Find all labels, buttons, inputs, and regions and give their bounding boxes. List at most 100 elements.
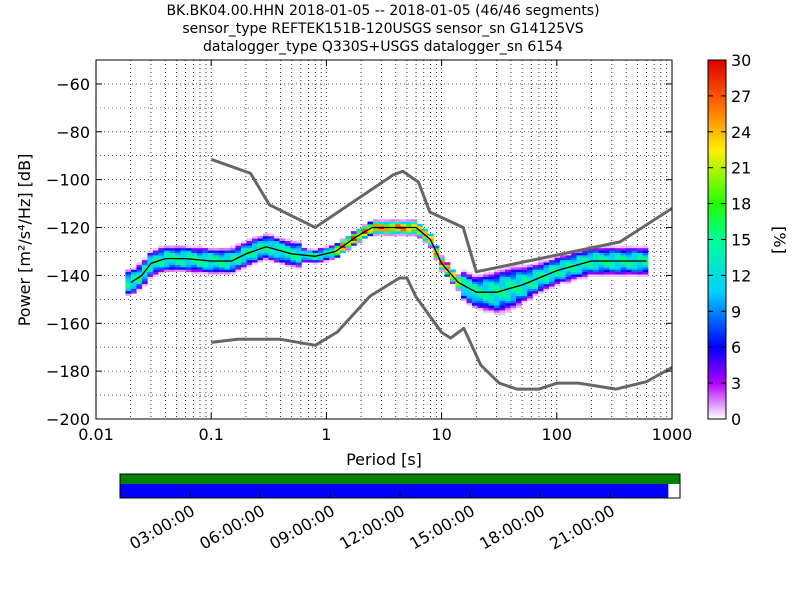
density-cell	[317, 250, 324, 253]
density-cell	[461, 274, 467, 277]
time-tick-label: 06:00:00	[196, 501, 268, 553]
density-cell	[450, 281, 456, 285]
density-cell	[295, 262, 302, 265]
density-cell	[631, 264, 638, 268]
density-cell	[229, 264, 236, 268]
density-cell	[560, 257, 566, 261]
density-cell	[185, 267, 192, 270]
density-cell	[224, 255, 231, 258]
density-cell	[163, 264, 170, 268]
density-cell	[246, 240, 253, 244]
density-cell	[185, 245, 192, 249]
density-cell	[626, 245, 632, 249]
density-cell	[626, 271, 632, 275]
density-cell	[251, 257, 258, 261]
density-cell	[499, 302, 506, 306]
density-cell	[240, 243, 247, 246]
density-cell	[477, 298, 484, 301]
density-cell	[273, 240, 280, 244]
density-cell	[510, 300, 517, 304]
density-cell	[240, 240, 247, 244]
density-cell	[593, 247, 599, 251]
density-cell	[268, 233, 275, 237]
density-cell	[604, 264, 610, 268]
density-cell	[527, 264, 533, 268]
density-cell	[604, 269, 610, 273]
density-cell	[406, 231, 412, 234]
density-cell	[510, 290, 517, 294]
density-cell	[268, 252, 275, 256]
density-cell	[125, 269, 132, 273]
density-cell	[158, 257, 165, 261]
density-cell	[472, 305, 478, 309]
density-cell	[301, 252, 308, 256]
density-cell	[527, 293, 533, 297]
density-cell	[389, 231, 396, 234]
density-cell	[125, 274, 132, 277]
density-cell	[125, 278, 132, 282]
density-cell	[450, 278, 456, 282]
density-cell	[626, 269, 632, 273]
density-cell	[312, 259, 319, 263]
density-cell	[466, 281, 473, 285]
density-cell	[136, 269, 143, 273]
density-cell	[345, 243, 352, 246]
density-cell	[361, 223, 368, 227]
density-cell	[609, 247, 616, 251]
colorbar-tick-label: 0	[731, 410, 741, 429]
density-cell	[389, 219, 396, 222]
density-cell	[505, 276, 511, 280]
density-cell	[576, 264, 583, 268]
density-cell	[472, 298, 478, 301]
density-cell	[218, 262, 225, 265]
density-cell	[356, 228, 363, 232]
density-cell	[367, 223, 374, 227]
density-cell	[158, 264, 165, 268]
density-cell	[532, 271, 539, 275]
density-cell	[521, 286, 528, 289]
density-cell	[273, 259, 280, 263]
density-cell	[466, 300, 473, 304]
density-cell	[191, 264, 198, 268]
density-cell	[499, 293, 506, 297]
density-cell	[284, 255, 291, 258]
density-cell	[565, 259, 572, 263]
density-cell	[279, 252, 286, 256]
density-cell	[620, 274, 627, 277]
density-cell	[637, 264, 643, 268]
density-cell	[521, 295, 528, 299]
density-cell	[356, 238, 363, 241]
density-cell	[488, 278, 495, 282]
density-cell	[284, 259, 291, 263]
density-cell	[472, 290, 478, 294]
density-cell	[174, 252, 181, 256]
chart-title-line-1: BK.BK04.00.HHN 2018-01-05 -- 2018-01-05 …	[166, 3, 600, 19]
density-cell	[257, 240, 264, 244]
density-cell	[505, 290, 511, 294]
density-cell	[273, 245, 280, 249]
density-cell	[207, 271, 214, 275]
density-cell	[262, 233, 269, 237]
density-cell	[620, 269, 627, 273]
density-cell	[642, 245, 649, 249]
density-cell	[571, 274, 577, 277]
density-cell	[571, 252, 577, 256]
density-cell	[383, 231, 390, 234]
density-cell	[213, 269, 220, 273]
density-cell	[361, 235, 368, 239]
density-cell	[477, 276, 484, 280]
density-cell	[185, 259, 192, 263]
density-cell	[213, 257, 220, 261]
density-cell	[224, 262, 231, 265]
density-cell	[527, 278, 533, 282]
density-cell	[543, 286, 550, 289]
density-cell	[582, 259, 588, 263]
density-cell	[466, 302, 473, 306]
density-cell	[615, 245, 621, 249]
density-cell	[130, 269, 137, 273]
density-cell	[549, 274, 555, 277]
density-cell	[483, 286, 489, 289]
density-cell	[196, 262, 203, 265]
density-cell	[532, 278, 539, 282]
density-cell	[472, 278, 478, 282]
